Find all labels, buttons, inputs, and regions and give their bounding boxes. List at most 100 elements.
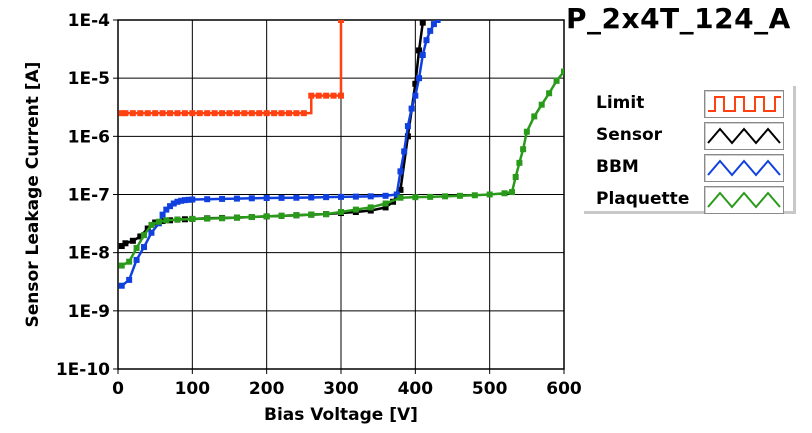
data-point-bbm xyxy=(430,21,437,28)
data-point-plaquette xyxy=(163,217,170,224)
data-point-sensor xyxy=(416,47,423,54)
y-tick-label: 1E-8 xyxy=(68,244,110,264)
data-point-plaquette xyxy=(553,77,560,84)
data-point-plaquette xyxy=(456,192,463,199)
data-point-bbm xyxy=(338,193,344,200)
data-point-limit xyxy=(152,110,159,117)
data-point-bbm xyxy=(248,195,255,202)
legend-swatch-sensor-zigzag-icon xyxy=(707,127,781,145)
data-point-plaquette xyxy=(352,206,359,213)
data-point-bbm xyxy=(352,193,359,200)
data-point-limit xyxy=(263,110,270,117)
data-point-plaquette xyxy=(293,212,300,219)
data-point-plaquette xyxy=(516,159,523,166)
data-point-bbm xyxy=(416,75,423,82)
data-point-bbm xyxy=(178,197,185,204)
data-point-plaquette xyxy=(531,113,538,120)
legend-swatch-bbm xyxy=(704,154,784,182)
data-point-bbm xyxy=(118,282,125,289)
legend-swatch-limit xyxy=(704,90,784,118)
data-point-sensor xyxy=(397,186,404,193)
data-point-plaquette xyxy=(512,173,519,180)
legend-item-sensor: Sensor xyxy=(584,121,790,151)
data-point-limit xyxy=(211,110,218,117)
data-point-sensor xyxy=(419,20,426,26)
data-point-limit xyxy=(256,110,263,117)
data-point-plaquette xyxy=(412,194,419,201)
data-point-bbm xyxy=(204,196,211,203)
data-point-sensor xyxy=(118,243,125,250)
data-point-plaquette xyxy=(471,192,478,199)
legend-item-limit: Limit xyxy=(584,89,790,119)
data-point-plaquette xyxy=(520,146,527,153)
legend-swatch-bbm-zigzag-icon xyxy=(707,159,781,177)
legend: Limit Sensor BBM Plaquette xyxy=(584,86,796,214)
data-point-sensor xyxy=(404,133,411,140)
data-point-sensor xyxy=(137,233,144,240)
chart-title: P_2x4T_124_A xyxy=(566,2,791,35)
x-tick-label: 500 xyxy=(472,379,508,399)
data-point-plaquette xyxy=(338,209,344,216)
data-point-bbm xyxy=(367,193,374,200)
data-point-bbm xyxy=(126,276,133,283)
data-point-plaquette xyxy=(561,68,564,75)
data-point-limit xyxy=(118,110,125,117)
y-tick-label: 1E-7 xyxy=(68,186,110,206)
data-point-bbm xyxy=(412,92,419,99)
data-point-limit xyxy=(241,110,248,117)
y-tick-label: 1E-10 xyxy=(56,360,110,380)
data-point-limit xyxy=(226,110,233,117)
data-point-bbm xyxy=(419,52,426,59)
legend-swatch-limit-step-icon xyxy=(708,96,781,112)
data-point-plaquette xyxy=(308,211,315,218)
x-axis-label: Bias Voltage [V] xyxy=(264,405,418,425)
data-point-bbm xyxy=(141,244,148,251)
data-point-limit xyxy=(330,92,337,99)
data-point-plaquette xyxy=(233,214,240,221)
data-point-limit xyxy=(323,92,330,99)
data-point-bbm xyxy=(401,148,408,155)
data-point-sensor xyxy=(129,237,136,244)
data-point-bbm xyxy=(293,194,300,201)
data-point-plaquette xyxy=(323,211,330,218)
data-point-bbm xyxy=(174,198,181,205)
data-point-limit xyxy=(338,92,344,99)
data-point-plaquette xyxy=(367,204,374,211)
data-point-plaquette xyxy=(546,90,553,97)
data-point-sensor xyxy=(382,204,389,211)
data-point-limit xyxy=(248,110,255,117)
series-layer xyxy=(118,20,564,289)
data-point-limit xyxy=(181,110,188,117)
data-point-bbm xyxy=(427,27,434,34)
legend-swatch-sensor xyxy=(704,122,784,150)
data-point-limit xyxy=(293,110,300,117)
data-point-limit xyxy=(129,110,136,117)
data-point-bbm xyxy=(148,229,155,236)
y-tick-label: 1E-6 xyxy=(68,127,110,147)
x-tick-label: 200 xyxy=(249,379,285,399)
data-point-plaquette xyxy=(204,215,211,222)
y-tick-label: 1E-4 xyxy=(68,11,110,31)
data-point-limit xyxy=(159,110,166,117)
data-point-limit xyxy=(137,110,144,117)
data-point-limit xyxy=(167,110,174,117)
data-point-plaquette xyxy=(189,215,196,222)
data-point-plaquette xyxy=(118,262,125,269)
data-point-limit xyxy=(189,110,196,117)
data-point-plaquette xyxy=(141,232,148,239)
data-point-bbm xyxy=(185,196,192,203)
data-point-limit xyxy=(233,110,240,117)
data-point-plaquette xyxy=(126,258,133,265)
data-point-limit xyxy=(285,110,292,117)
data-point-sensor xyxy=(367,207,374,214)
legend-label-plaquette: Plaquette xyxy=(596,189,690,209)
data-point-limit xyxy=(338,20,344,23)
data-point-bbm xyxy=(434,20,441,23)
legend-label-limit: Limit xyxy=(596,93,645,113)
data-point-plaquette xyxy=(248,214,255,221)
data-point-bbm xyxy=(219,195,226,202)
data-point-bbm xyxy=(423,37,430,44)
data-point-bbm xyxy=(404,123,411,130)
data-point-bbm xyxy=(181,197,188,204)
data-point-bbm xyxy=(393,191,400,198)
